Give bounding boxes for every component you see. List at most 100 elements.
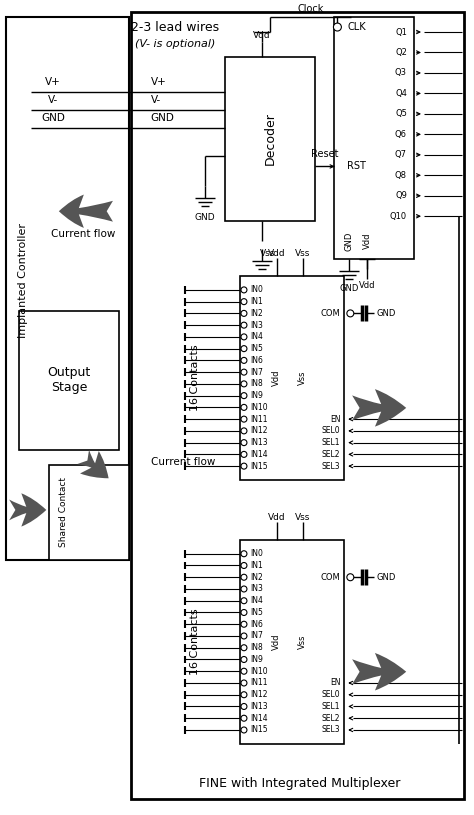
Text: Q1: Q1: [395, 28, 407, 37]
Text: Q10: Q10: [390, 212, 407, 221]
Text: GND: GND: [195, 214, 216, 222]
Text: Q5: Q5: [395, 109, 407, 118]
Circle shape: [241, 452, 247, 457]
Circle shape: [241, 369, 247, 375]
Text: EN: EN: [330, 678, 340, 688]
Circle shape: [241, 298, 247, 305]
Text: IN7: IN7: [250, 368, 263, 377]
Text: Vss: Vss: [298, 371, 307, 385]
Text: IN5: IN5: [250, 608, 263, 617]
Text: SEL2: SEL2: [322, 714, 340, 723]
Circle shape: [241, 322, 247, 328]
Text: Implanted Controller: Implanted Controller: [18, 223, 28, 338]
Text: V-: V-: [48, 95, 58, 104]
Text: 2-3 lead wires: 2-3 lead wires: [131, 20, 219, 33]
Text: Vdd: Vdd: [272, 633, 281, 650]
Text: Q8: Q8: [395, 171, 407, 180]
Circle shape: [347, 310, 354, 317]
Text: IN0: IN0: [250, 549, 263, 558]
Circle shape: [241, 586, 247, 592]
Circle shape: [241, 680, 247, 686]
Bar: [19, 311, 118, 450]
Text: GND: GND: [41, 112, 65, 122]
Circle shape: [241, 404, 247, 411]
Circle shape: [241, 287, 247, 293]
Text: IN15: IN15: [250, 725, 267, 734]
Bar: [335, 17, 414, 259]
Text: Vdd: Vdd: [272, 370, 281, 386]
Text: RST: RST: [347, 161, 366, 171]
Text: SEL1: SEL1: [322, 438, 340, 447]
Text: Vss: Vss: [295, 249, 310, 258]
Text: IN9: IN9: [250, 655, 263, 664]
Text: IN3: IN3: [250, 584, 263, 593]
Text: Vdd: Vdd: [363, 233, 372, 249]
Circle shape: [241, 716, 247, 721]
Text: IN4: IN4: [250, 597, 263, 606]
Text: IN6: IN6: [250, 356, 263, 365]
Text: Vdd: Vdd: [268, 249, 285, 258]
Text: SEL3: SEL3: [322, 461, 340, 470]
Text: GND: GND: [151, 112, 174, 122]
Text: IN11: IN11: [250, 678, 267, 688]
Text: SEL0: SEL0: [322, 690, 340, 699]
Text: Q3: Q3: [395, 68, 407, 77]
Circle shape: [241, 657, 247, 663]
Circle shape: [241, 381, 247, 387]
Text: IN3: IN3: [250, 320, 263, 329]
Circle shape: [241, 668, 247, 674]
Bar: [49, 465, 128, 560]
Text: IN8: IN8: [250, 380, 263, 389]
Text: CLK: CLK: [347, 22, 366, 32]
Text: COM: COM: [320, 573, 340, 582]
Text: IN6: IN6: [250, 619, 263, 628]
Text: Vss: Vss: [260, 249, 275, 258]
Text: Current flow: Current flow: [51, 229, 116, 239]
Text: 16 Contacts: 16 Contacts: [190, 344, 200, 411]
Circle shape: [241, 621, 247, 628]
Text: Vss: Vss: [298, 635, 307, 649]
Text: Vdd: Vdd: [253, 31, 271, 40]
Text: Output
Stage: Output Stage: [47, 367, 91, 394]
Text: IN15: IN15: [250, 461, 267, 470]
Circle shape: [241, 393, 247, 399]
Text: 16 Contacts: 16 Contacts: [190, 608, 200, 675]
Text: IN4: IN4: [250, 333, 263, 341]
Text: IN2: IN2: [250, 309, 263, 318]
Text: Q2: Q2: [395, 48, 407, 57]
Text: V+: V+: [151, 77, 166, 86]
Circle shape: [241, 463, 247, 469]
Circle shape: [241, 551, 247, 557]
Text: Clock: Clock: [297, 4, 324, 14]
Text: SEL3: SEL3: [322, 725, 340, 734]
Text: IN12: IN12: [250, 690, 267, 699]
Text: (V- is optional): (V- is optional): [135, 39, 216, 49]
Text: IN7: IN7: [250, 632, 263, 641]
Circle shape: [241, 334, 247, 340]
Bar: [240, 540, 345, 744]
Text: IN14: IN14: [250, 714, 267, 723]
Text: IN10: IN10: [250, 403, 267, 412]
Text: IN14: IN14: [250, 450, 267, 459]
Circle shape: [241, 703, 247, 710]
Text: Q7: Q7: [395, 150, 407, 159]
Circle shape: [241, 311, 247, 316]
Circle shape: [241, 597, 247, 604]
Text: GND: GND: [376, 573, 396, 582]
Text: IN1: IN1: [250, 297, 263, 306]
Text: SEL2: SEL2: [322, 450, 340, 459]
Text: SEL1: SEL1: [322, 702, 340, 711]
Text: COM: COM: [320, 309, 340, 318]
Text: FINE with Integrated Multiplexer: FINE with Integrated Multiplexer: [199, 778, 401, 791]
Text: GND: GND: [376, 309, 396, 318]
Text: Current flow: Current flow: [151, 457, 215, 467]
Text: IN8: IN8: [250, 643, 263, 652]
Circle shape: [241, 562, 247, 569]
Text: Vdd: Vdd: [359, 281, 375, 290]
Text: EN: EN: [330, 415, 340, 424]
Text: Q6: Q6: [395, 130, 407, 139]
Text: IN5: IN5: [250, 344, 263, 353]
Circle shape: [241, 416, 247, 422]
Text: IN12: IN12: [250, 426, 267, 435]
Bar: [131, 12, 464, 799]
